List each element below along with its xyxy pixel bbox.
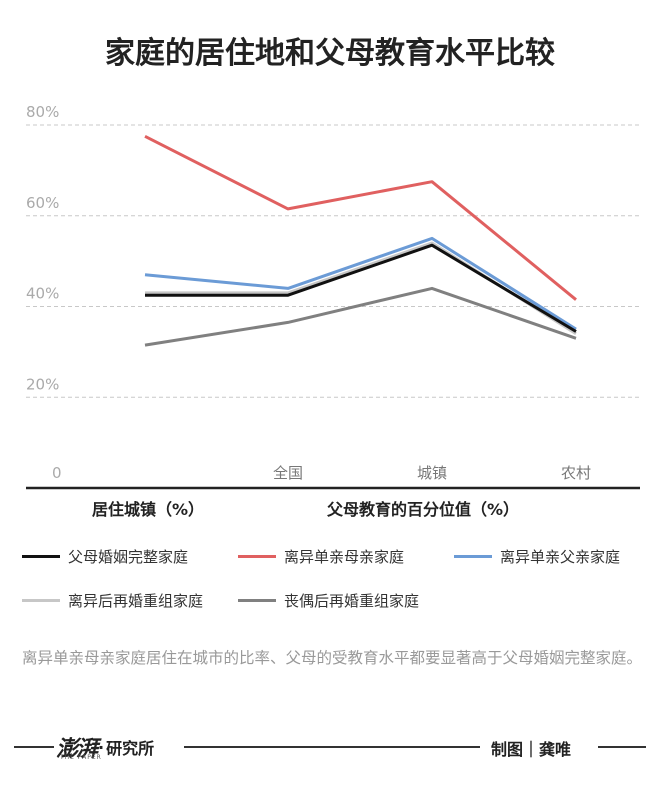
chart-credit: 制图｜龚唯: [491, 740, 572, 759]
line-chart: 80% 60% 40% 20% 0 全国 城镇 农村: [26, 103, 640, 490]
brand-logo-mark: 澎湃: [56, 736, 98, 762]
series-line-0: [145, 243, 577, 333]
legend-item-single-mother: 离异单亲母亲家庭: [238, 546, 404, 567]
brand-separator: ·: [98, 737, 105, 757]
series-line-4: [144, 286, 577, 347]
x-tick-label-2: 城镇: [417, 464, 447, 482]
x-tick-label-3: 农村: [561, 464, 591, 482]
chart-note: 离异单亲母亲家庭居住在城市的比率、父母的受教育水平都要显著高于父母婚姻完整家庭。: [22, 649, 643, 667]
y-tick-label-80: 80%: [26, 103, 59, 121]
brand-logo: 澎湃 · 研究所: [56, 730, 180, 764]
x-tick-label-1: 全国: [273, 464, 303, 482]
legend-swatch-intact: [22, 555, 60, 558]
series-line-2: [144, 236, 577, 331]
footer-line-left: [14, 746, 54, 748]
legend-swatch-single-father: [454, 555, 492, 558]
legend-swatch-single-mother: [238, 555, 276, 558]
legend-label-single-mother: 离异单亲母亲家庭: [284, 548, 405, 566]
footer-line-right: [598, 746, 646, 748]
legend-item-divorced-remarried: 离异后再婚重组家庭: [22, 590, 203, 611]
series-line-1: [144, 134, 577, 301]
x-axis-caption-right: 父母教育的百分位值（%）: [327, 500, 520, 519]
legend-label-single-father: 离异单亲父亲家庭: [500, 548, 621, 566]
brand-name: 研究所: [106, 739, 155, 758]
legend-label-intact: 父母婚姻完整家庭: [68, 548, 189, 566]
legend-label-divorced-remarried: 离异后再婚重组家庭: [68, 592, 204, 610]
y-tick-label-0: 0: [52, 464, 62, 482]
legend-label-widowed-remarried: 丧偶后再婚重组家庭: [284, 592, 420, 610]
legend-swatch-divorced-remarried: [22, 599, 60, 602]
chart-title: 家庭的居住地和父母教育水平比较: [105, 36, 555, 71]
y-tick-label-20: 20%: [26, 375, 59, 393]
y-tick-label-60: 60%: [26, 194, 59, 212]
y-tick-label-40: 40%: [26, 285, 59, 303]
legend-item-single-father: 离异单亲父亲家庭: [454, 546, 620, 567]
x-axis-caption-left: 居住城镇（%）: [92, 500, 205, 519]
brand-subtitle: THE PAPER: [60, 754, 102, 761]
footer-line-middle: [184, 746, 480, 748]
legend-item-widowed-remarried: 丧偶后再婚重组家庭: [238, 590, 419, 611]
legend-item-intact: 父母婚姻完整家庭: [22, 546, 188, 567]
legend-swatch-widowed-remarried: [238, 599, 276, 602]
